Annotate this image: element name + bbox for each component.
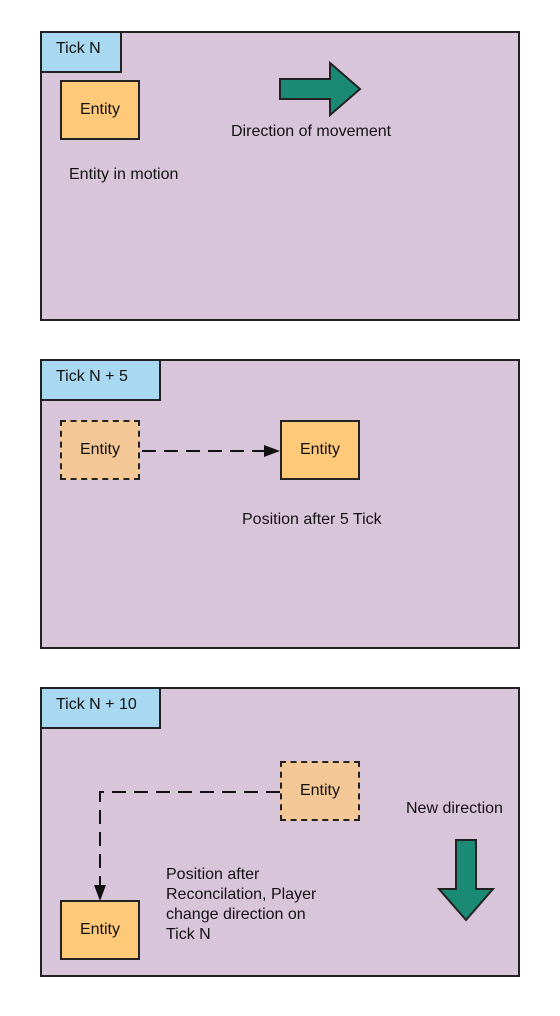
tick-n-plus-5-tag: Tick N + 5 [40,359,161,401]
panel-tick-n: Tick N Entity Direction of movement Enti… [40,31,520,321]
new-direction-label: New direction [406,800,503,817]
panel1-overlay [279,60,362,118]
reconciliation-caption-line: change direction on [166,906,306,923]
ghost-entity-label: Entity [79,441,120,458]
arrowhead-right-icon [264,445,280,457]
entity-label: Entity [299,441,340,458]
direction-of-movement-label: Direction of movement [231,123,392,140]
entity-label: Entity [79,101,120,118]
entity-box: Entity [60,900,140,960]
panel-tick-n-plus-5: Tick N + 5 Entity Entity Position after … [40,359,520,649]
entity-box: Entity [60,80,140,140]
tick-n-plus-10-label: Tick N + 10 [56,696,137,713]
ghost-entity-label: Entity [299,782,340,799]
reconciliation-caption-line: Tick N [166,926,211,943]
arrowhead-down-icon [94,885,106,901]
reconciliation-caption: Position after Reconcilation, Player cha… [166,865,316,945]
entity-in-motion-caption: Entity in motion [69,166,179,183]
entity-label: Entity [79,921,120,938]
tick-n-plus-5-label: Tick N + 5 [56,368,128,385]
right-arrow-icon [279,60,362,118]
panel-tick-n-plus-10: Tick N + 10 Entity Entity New direction … [40,687,520,977]
entity-box: Entity [280,420,360,480]
position-after-5-tick-caption: Position after 5 Tick [242,511,382,528]
panel3-overlay [94,791,496,922]
tick-n-plus-10-tag: Tick N + 10 [40,687,161,729]
reconciliation-caption-line: Reconcilation, Player [166,886,317,903]
ghost-entity-box: Entity [60,420,140,480]
reconciliation-dashed-path [99,791,280,885]
down-arrow-icon [436,839,496,922]
panel2-overlay [142,445,280,457]
ghost-entity-box: Entity [280,761,360,821]
tick-n-label: Tick N [56,40,101,57]
reconciliation-caption-line: Position after [166,866,260,883]
tick-n-tag: Tick N [40,31,122,73]
